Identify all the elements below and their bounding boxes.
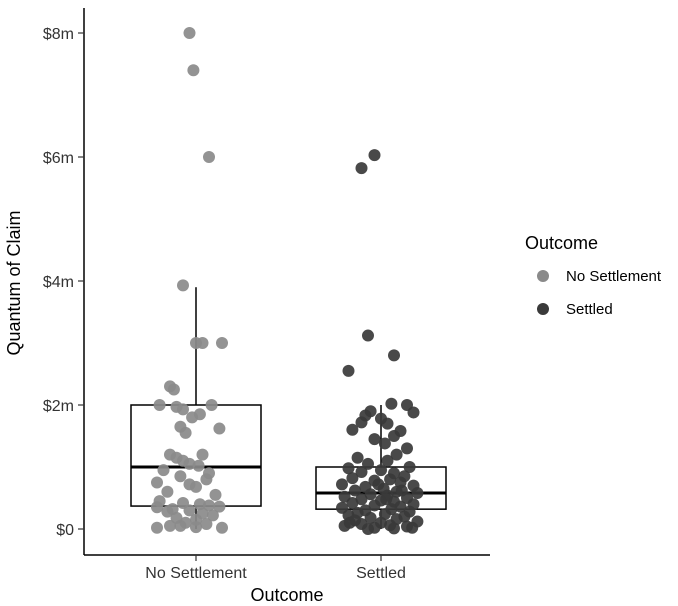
plot-area	[130, 27, 447, 535]
x-tick-label: No Settlement	[145, 565, 247, 582]
legend-title: Outcome	[525, 233, 598, 253]
data-point	[381, 454, 394, 467]
data-point	[186, 411, 199, 424]
data-point	[153, 399, 166, 411]
data-point	[406, 521, 419, 534]
data-point	[216, 521, 228, 534]
data-point	[213, 500, 226, 513]
y-tick-label: $2m	[43, 398, 74, 415]
data-point	[403, 461, 416, 473]
data-point	[209, 488, 222, 501]
data-point	[167, 383, 180, 396]
legend-label: Settled	[566, 301, 613, 318]
x-tick-label: Settled	[356, 565, 406, 582]
data-point	[349, 484, 361, 497]
data-point	[355, 162, 368, 175]
y-axis-ticks: $0 $2m $4m $6m $8m	[43, 26, 84, 539]
data-point	[196, 337, 209, 349]
data-point	[177, 403, 189, 416]
data-point	[372, 478, 385, 491]
data-point	[355, 465, 368, 478]
data-point	[183, 504, 196, 517]
data-point	[183, 27, 196, 39]
data-point	[193, 498, 206, 511]
data-point	[342, 462, 355, 475]
x-axis-ticks: No Settlement Settled	[145, 555, 406, 582]
data-point	[177, 279, 189, 292]
data-point	[362, 457, 374, 470]
points-settled	[336, 149, 424, 535]
data-point	[411, 487, 424, 500]
data-point	[183, 457, 196, 470]
data-point	[346, 423, 359, 436]
data-point	[342, 364, 355, 377]
data-point	[336, 478, 348, 491]
data-point	[394, 500, 407, 513]
data-point	[395, 484, 408, 497]
data-point	[205, 399, 218, 411]
data-point	[388, 349, 400, 362]
data-point	[192, 459, 205, 472]
data-point	[157, 464, 170, 477]
legend: Outcome No Settlement Settled	[525, 233, 662, 318]
data-point	[364, 488, 377, 501]
data-point	[187, 64, 200, 77]
data-point	[196, 448, 209, 461]
legend-label: No Settlement	[566, 268, 662, 285]
data-point	[151, 501, 163, 514]
data-point	[161, 505, 174, 518]
x-axis-title: Outcome	[250, 585, 323, 605]
data-point	[174, 519, 187, 532]
data-point	[407, 406, 420, 419]
data-point	[368, 499, 381, 512]
y-tick-label: $4m	[43, 274, 74, 291]
data-point	[161, 485, 174, 498]
data-point	[384, 473, 397, 486]
data-point	[200, 473, 213, 486]
data-point	[203, 499, 215, 512]
data-point	[385, 397, 398, 410]
data-point	[380, 493, 393, 506]
data-point	[164, 519, 176, 532]
data-point	[362, 523, 374, 535]
data-point	[388, 430, 400, 442]
data-point	[203, 151, 215, 163]
data-point	[388, 522, 400, 535]
data-point	[378, 437, 391, 450]
data-point	[190, 480, 202, 493]
data-point	[401, 442, 413, 455]
data-point	[351, 451, 364, 464]
y-tick-label: $0	[56, 522, 74, 539]
y-axis-title: Quantum of Claim	[4, 210, 24, 355]
data-point	[368, 433, 381, 446]
data-point	[190, 521, 202, 534]
data-point	[343, 516, 356, 529]
data-point	[179, 426, 192, 439]
data-point	[362, 329, 374, 342]
data-point	[151, 521, 163, 534]
data-point	[375, 464, 387, 477]
data-point	[174, 470, 187, 483]
data-point	[355, 493, 368, 506]
y-tick-label: $8m	[43, 26, 74, 43]
data-point	[216, 337, 228, 349]
data-point	[213, 422, 226, 435]
data-point	[390, 448, 403, 461]
data-point	[206, 509, 219, 522]
points-no-settlement	[151, 27, 228, 534]
legend-key	[537, 303, 549, 315]
data-point	[200, 518, 213, 531]
data-point	[368, 149, 381, 162]
y-tick-label: $6m	[43, 150, 74, 167]
data-point	[346, 472, 359, 485]
legend-key	[537, 270, 549, 282]
data-point	[151, 476, 163, 489]
data-point	[364, 511, 377, 524]
data-point	[355, 416, 368, 429]
data-point	[346, 496, 359, 509]
data-point	[381, 417, 394, 430]
